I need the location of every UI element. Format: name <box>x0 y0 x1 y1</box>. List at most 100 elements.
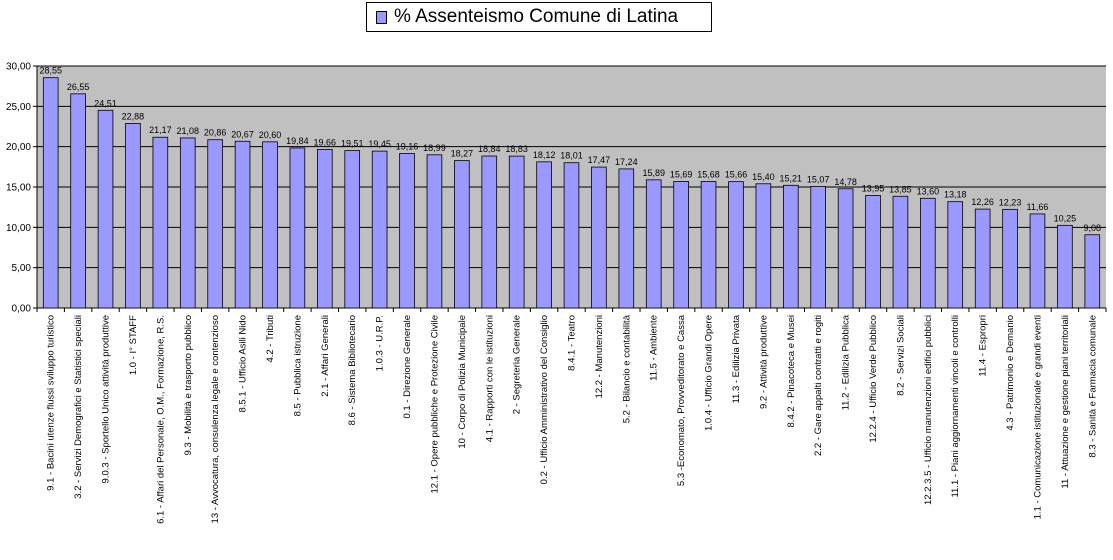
data-label: 17,47 <box>588 155 611 165</box>
category-label: 8.6 - Sistema Bibliotecario <box>347 315 358 425</box>
category-label: 8.2 - Servizi Sociali <box>895 315 906 396</box>
category-label: 9.2 - Attività produttive <box>758 315 769 409</box>
data-label: 21,17 <box>149 125 172 135</box>
category-label: 9.1 - Bacini utenze flussi sviluppo turi… <box>46 315 57 491</box>
bar <box>618 168 635 309</box>
category-label: 8.3 - Sanità e Farmacia comunale <box>1087 315 1098 458</box>
category-label: 3.2 - Servizi Demografici e Statistici s… <box>73 315 84 499</box>
category-label: 10 - Corpo di Polizia Municipale <box>457 315 468 449</box>
data-label: 24,51 <box>94 98 117 108</box>
data-label: 14,78 <box>834 177 857 187</box>
y-tick-label: 20,00 <box>6 142 31 153</box>
data-label: 18,12 <box>533 150 556 160</box>
data-label: 15,21 <box>780 173 803 183</box>
bar <box>234 140 251 309</box>
bar <box>1002 208 1018 309</box>
category-label: 11.1 - Piani aggiornamenti vincoli e con… <box>950 315 961 498</box>
bar <box>700 181 717 309</box>
data-label: 20,67 <box>231 129 254 139</box>
bar <box>317 149 333 309</box>
bar <box>70 93 86 309</box>
data-label: 13,95 <box>862 183 885 193</box>
data-label: 13,60 <box>917 186 940 196</box>
data-label: 19,51 <box>341 139 364 149</box>
bar <box>974 208 991 309</box>
data-label: 15,66 <box>725 170 748 180</box>
category-label: 0.1 - Direzione Generale <box>402 315 413 419</box>
bar <box>865 195 881 309</box>
bar <box>371 150 388 309</box>
bar <box>782 184 799 309</box>
category-label: 2.2 - Gare appalti contratti e rogiti <box>813 315 824 456</box>
data-label: 12,26 <box>971 197 994 207</box>
category-label: 11 - Attuazione e gestione piani territo… <box>1060 315 1071 489</box>
bar <box>97 109 114 309</box>
data-label: 28,55 <box>39 66 62 76</box>
data-label: 18,84 <box>478 144 501 154</box>
category-label: 4.2 - Tributi <box>265 315 276 363</box>
data-label: 18,01 <box>560 151 583 161</box>
category-label: 11.4 - Espropri <box>978 315 989 377</box>
data-label: 15,68 <box>697 170 720 180</box>
bar <box>289 147 306 309</box>
data-label: 19,45 <box>368 139 391 149</box>
y-tick-label: 15,00 <box>6 183 31 194</box>
y-tick-label: 0,00 <box>12 304 32 315</box>
data-label: 19,66 <box>314 137 337 147</box>
data-label: 22,88 <box>122 111 145 121</box>
data-label: 9,08 <box>1084 223 1102 233</box>
bar <box>508 155 525 309</box>
bar <box>1029 213 1046 309</box>
bar <box>591 166 607 309</box>
bar <box>481 155 498 309</box>
category-label: 11.3 - Edilizia Privata <box>731 314 742 403</box>
category-label: 12.2.4 - Ufficio Verde Pubblico <box>868 315 879 443</box>
data-label: 19,84 <box>286 136 309 146</box>
legend-label: % Assenteismo Comune di Latina <box>394 6 679 27</box>
bar <box>1084 234 1101 309</box>
bar <box>344 150 361 309</box>
bar <box>810 186 826 309</box>
bar <box>454 160 470 309</box>
y-tick-label: 30,00 <box>6 62 31 73</box>
category-label: 4.1 - Rapporti con le istituzioni <box>484 315 495 442</box>
bar <box>536 161 552 309</box>
bar <box>152 136 169 309</box>
data-label: 17,24 <box>615 157 638 167</box>
bar <box>426 154 443 309</box>
bar <box>207 139 223 309</box>
data-label: 20,86 <box>204 128 227 138</box>
legend-swatch <box>376 11 387 24</box>
bar <box>892 195 909 309</box>
data-label: 20,60 <box>259 130 282 140</box>
bar <box>42 77 59 309</box>
y-tick-label: 10,00 <box>6 223 31 234</box>
bar <box>399 153 415 309</box>
y-tick-label: 25,00 <box>6 102 31 113</box>
category-label: 8.4.2 - Pinacoteca e Musei <box>786 315 797 427</box>
category-label: 5.3 -Economato, Provveditorato e Cassa <box>676 314 687 486</box>
category-label: 8.4.1 - Teatro <box>567 315 578 371</box>
data-label: 15,69 <box>670 169 693 179</box>
category-label: 9.3 - Mobilità e trasporto pubblico <box>183 315 194 455</box>
category-label: 13 - Avvocatura, consulenza legale e con… <box>210 315 221 523</box>
category-label: 1.0 - I° STAFF <box>128 315 139 375</box>
category-label: 1.0.4 - Ufficio Grandi Opere <box>704 315 715 431</box>
chart-legend: % Assenteismo Comune di Latina <box>366 2 712 32</box>
bar <box>673 181 689 309</box>
category-label: 12.2 - Manutenzioni <box>594 315 605 398</box>
data-label: 18,27 <box>451 149 474 159</box>
data-label: 12,23 <box>999 197 1022 207</box>
data-label: 15,89 <box>642 168 665 178</box>
data-label: 11,66 <box>1027 202 1049 212</box>
data-label: 26,55 <box>67 82 90 92</box>
category-label: 8.5 - Pubblica istruzione <box>292 315 303 416</box>
data-label: 13,18 <box>944 190 967 200</box>
category-label: 2.1 - Affari Generali <box>320 315 331 397</box>
category-label: 6.1 - Affari del Personale, O.M., Formaz… <box>155 315 166 524</box>
category-label: 12.2.3.5 - Ufficio manutenzioni edifici … <box>923 315 934 505</box>
bar <box>728 181 744 309</box>
bar <box>837 188 854 309</box>
bar <box>179 137 196 309</box>
data-label: 15,40 <box>752 172 775 182</box>
